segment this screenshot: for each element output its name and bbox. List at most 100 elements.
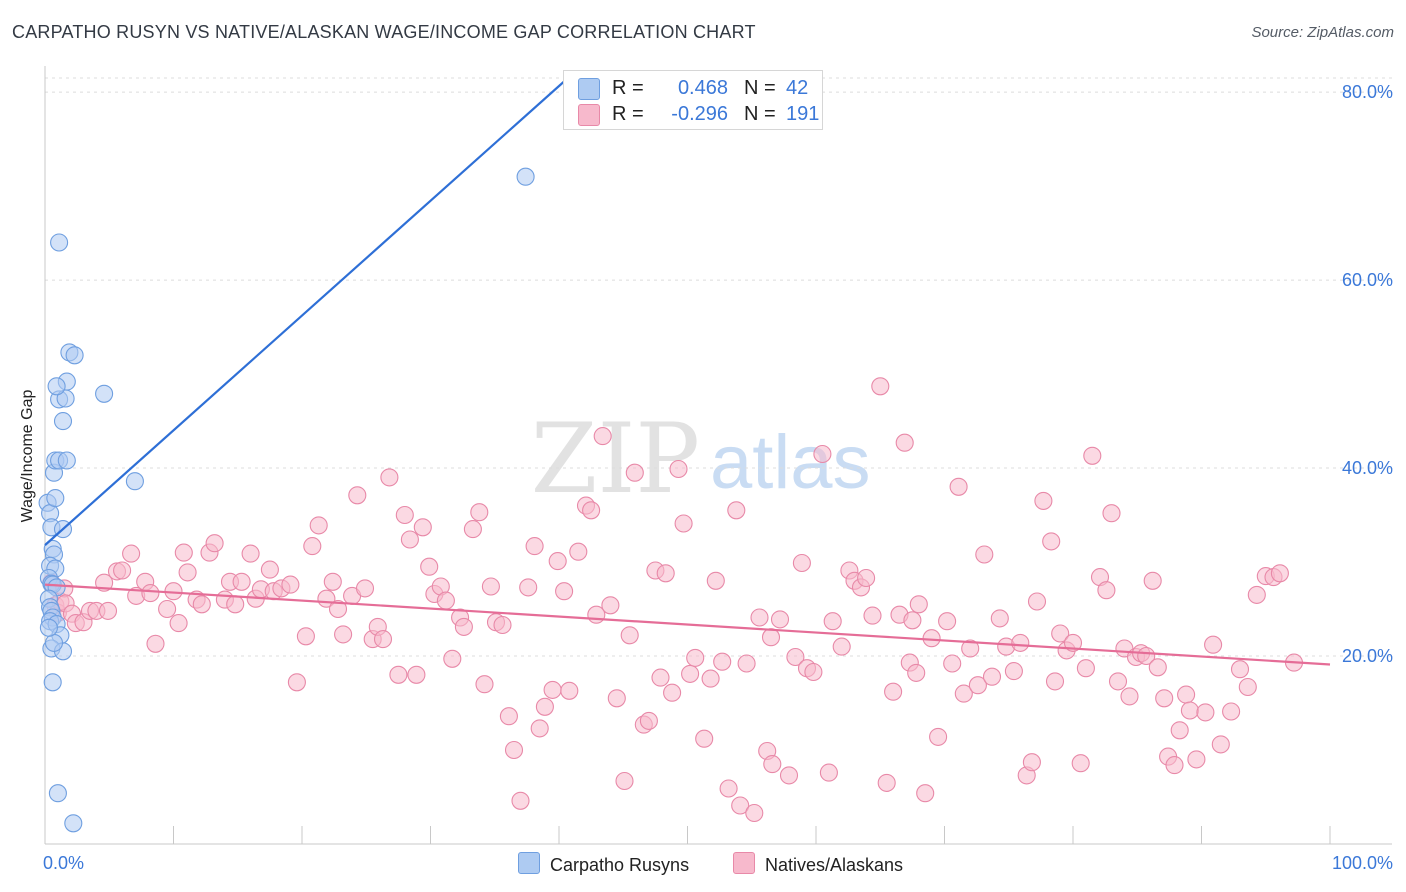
natives-alaskans-point [895, 433, 914, 452]
natives-alaskans-point [737, 654, 756, 673]
natives-alaskans-point [1170, 721, 1189, 740]
natives-alaskans-point [560, 681, 579, 700]
natives-alaskans-point [701, 669, 720, 688]
carpatho-rusyns-point [125, 472, 144, 491]
natives-alaskans-point [877, 773, 896, 792]
natives-alaskans-point [792, 553, 811, 573]
natives-alaskans-point [1097, 581, 1116, 600]
natives-alaskans-point [1042, 532, 1061, 551]
natives-alaskans-point [1034, 491, 1053, 510]
natives-alaskans-point [395, 505, 414, 525]
natives-alaskans-point [226, 595, 245, 614]
natives-alaskans-point [98, 601, 118, 620]
natives-alaskans-point [548, 552, 567, 571]
gridlines [45, 77, 1392, 657]
bottom-legend-swatch-pink [733, 852, 755, 874]
natives-alaskans-point [287, 673, 306, 692]
natives-alaskans-point [909, 595, 928, 614]
bottom-legend-swatch-blue [518, 852, 540, 874]
natives-alaskans-point [1211, 735, 1230, 754]
natives-alaskans-point [407, 665, 426, 684]
axes [44, 66, 1392, 845]
natives-alaskans-point [903, 611, 922, 630]
natives-alaskans-point [475, 675, 494, 694]
chart-title: CARPATHO RUSYN VS NATIVE/ALASKAN WAGE/IN… [12, 22, 756, 42]
natives-alaskans-point [389, 665, 408, 684]
natives-alaskans-point [400, 530, 419, 549]
natives-alaskans-point [525, 537, 544, 556]
legend-swatch-pink [578, 104, 600, 126]
natives-alaskans-point [334, 625, 353, 644]
natives-alaskans-point [169, 614, 188, 633]
natives-alaskans-point [543, 680, 562, 699]
natives-alaskans-point [1108, 672, 1128, 691]
natives-alaskans-point [695, 729, 714, 748]
natives-alaskans-point [938, 612, 957, 631]
natives-alaskans-point [1230, 660, 1250, 679]
natives-alaskans-point [975, 545, 994, 564]
carpatho-rusyns-point [65, 346, 84, 365]
natives-alaskans-point [990, 609, 1009, 628]
natives-alaskans-point [1177, 685, 1196, 704]
natives-alaskans-point [192, 595, 211, 614]
natives-alaskans-point [954, 684, 973, 703]
natives-alaskans-point [355, 579, 375, 598]
natives-alaskans-point [620, 626, 639, 645]
natives-alaskans-point [373, 630, 393, 649]
natives-alaskans-point [681, 664, 700, 683]
natives-alaskans-point [750, 608, 769, 627]
natives-alaskans-point [961, 639, 980, 658]
legend-n-value: 191 [786, 103, 820, 125]
natives-alaskans-point [141, 584, 160, 603]
y-tick-label: 40.0% [1342, 458, 1393, 478]
natives-alaskans-point [481, 577, 500, 596]
legend-r-label: R = [612, 103, 644, 125]
natives-alaskans-point [1165, 756, 1184, 775]
natives-alaskans-point [727, 501, 746, 520]
natives-alaskans-point [804, 662, 823, 682]
source-label: Source: ZipAtlas.com [1251, 24, 1394, 41]
bottom-legend-carpatho-rusyns[interactable]: Carpatho Rusyns [518, 852, 689, 876]
carpatho-rusyns-point [50, 233, 69, 252]
bottom-legend-natives-alaskans[interactable]: Natives/Alaskans [733, 852, 903, 876]
x-tick-label: 100.0% [1332, 853, 1393, 873]
natives-alaskans-point [761, 628, 781, 647]
natives-alaskans-point [968, 676, 987, 695]
natives-alaskans-point [819, 763, 838, 782]
natives-alaskans-point [1027, 592, 1047, 611]
natives-alaskans-point [380, 468, 399, 487]
trend-lines [44, 77, 1331, 666]
natives-alaskans-point [674, 514, 693, 533]
natives-alaskans-point [569, 542, 588, 561]
natives-alaskans-point [122, 544, 141, 563]
natives-alaskans-point [731, 796, 750, 815]
natives-alaskans-point [1187, 750, 1206, 769]
natives-alaskans-point [205, 534, 224, 553]
natives-alaskans-point [1051, 624, 1070, 643]
natives-alaskans-point [1083, 446, 1102, 465]
natives-alaskans-point [943, 654, 962, 673]
natives-alaskans-point [615, 771, 634, 791]
natives-alaskans-point [907, 663, 926, 682]
carpatho-rusyns-trend-line [44, 77, 569, 546]
natives-alaskans-point [436, 591, 455, 610]
natives-alaskans-point [174, 543, 193, 562]
natives-alaskans-point [1120, 687, 1139, 706]
natives-alaskans-point [1102, 504, 1121, 523]
natives-alaskans-point [713, 652, 732, 671]
natives-alaskans-point [884, 682, 903, 701]
natives-alaskans-point [232, 572, 251, 591]
natives-alaskans-point [625, 463, 644, 482]
watermark: ZIP atlas [531, 403, 871, 515]
natives-alaskans-point [857, 568, 876, 588]
natives-alaskans-point [146, 634, 165, 653]
carpatho-rusyns-points [38, 167, 535, 833]
natives-alaskans-point [281, 575, 300, 594]
legend-n-label: N = [744, 77, 776, 99]
natives-alaskans-point [555, 582, 574, 601]
natives-alaskans-point [916, 784, 935, 803]
natives-alaskans-point [1247, 585, 1266, 604]
natives-alaskans-point [1148, 658, 1167, 677]
natives-alaskans-point [823, 612, 842, 631]
natives-alaskans-point [770, 610, 790, 629]
